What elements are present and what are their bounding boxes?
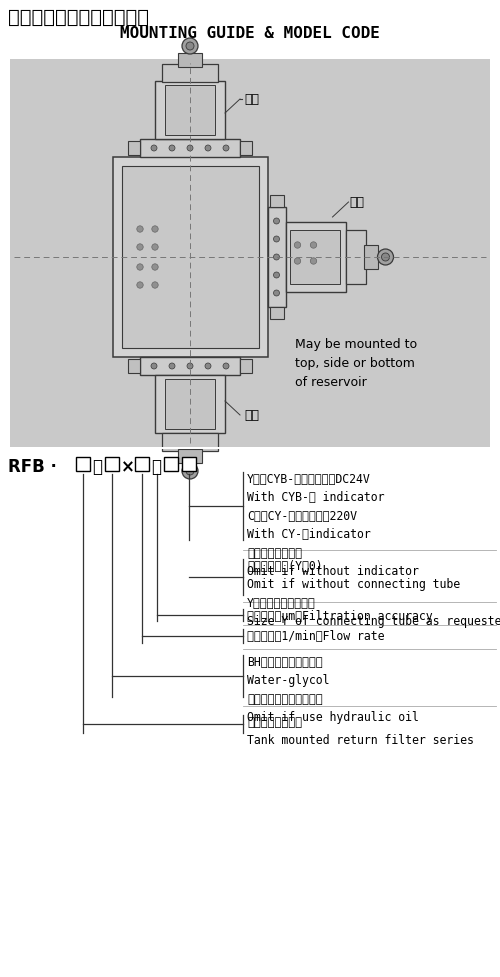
- Circle shape: [310, 242, 316, 249]
- Bar: [135, 457, 149, 472]
- Bar: [164, 457, 178, 472]
- Text: MOUNTING GUIDE & MODEL CODE: MOUNTING GUIDE & MODEL CODE: [120, 26, 380, 41]
- Circle shape: [274, 236, 280, 242]
- Bar: [155, 82, 225, 140]
- Circle shape: [223, 363, 229, 369]
- Text: 省略：无接管(Y为0)
Omit if without connecting tube
Y：用户所需接管尺寸
Size Y of connecting tube: 省略：无接管(Y为0) Omit if without connecting t…: [247, 560, 500, 628]
- Circle shape: [137, 265, 143, 271]
- Circle shape: [294, 242, 300, 249]
- Bar: [10, 60, 490, 447]
- Circle shape: [152, 282, 158, 289]
- Bar: [112, 158, 268, 358]
- Circle shape: [294, 259, 300, 265]
- Circle shape: [137, 282, 143, 289]
- Bar: [240, 360, 252, 373]
- Text: 直回式回油过滤器
Tank mounted return filter series: 直回式回油过滤器 Tank mounted return filter seri…: [247, 715, 474, 746]
- Circle shape: [274, 255, 280, 261]
- Circle shape: [137, 244, 143, 251]
- Circle shape: [182, 463, 198, 480]
- Circle shape: [152, 244, 158, 251]
- Bar: [76, 457, 90, 472]
- Bar: [286, 223, 346, 293]
- Circle shape: [205, 363, 211, 369]
- Circle shape: [137, 227, 143, 233]
- Text: 底部: 底部: [244, 409, 259, 422]
- Circle shape: [205, 146, 211, 151]
- Circle shape: [223, 146, 229, 151]
- Bar: [105, 457, 119, 472]
- Bar: [182, 457, 196, 472]
- Circle shape: [151, 363, 157, 369]
- Text: －: －: [92, 457, 102, 476]
- Text: 上部: 上部: [244, 94, 259, 106]
- Circle shape: [187, 363, 193, 369]
- Circle shape: [169, 363, 175, 369]
- Text: Y：带CYB-Ⅰ型发讯器＜DC24V
With CYB-Ⅰ indicator
C：带CY-Ⅱ型发讯器＜220V
With CY-Ⅱindicator
省略：不: Y：带CYB-Ⅰ型发讯器＜DC24V With CYB-Ⅰ indicator …: [247, 473, 419, 578]
- Text: 侧部: 侧部: [350, 196, 364, 209]
- Bar: [178, 54, 202, 68]
- Bar: [240, 142, 252, 156]
- Circle shape: [182, 39, 198, 55]
- Text: May be mounted to
top, side or bottom
of reservoir: May be mounted to top, side or bottom of…: [295, 338, 417, 389]
- Circle shape: [378, 250, 394, 266]
- Bar: [155, 375, 225, 434]
- Text: 过滤精度（μm）Filtration accuracy: 过滤精度（μm）Filtration accuracy: [247, 610, 432, 622]
- Bar: [140, 358, 240, 375]
- Circle shape: [152, 227, 158, 233]
- Bar: [364, 246, 378, 270]
- Circle shape: [186, 468, 194, 476]
- Text: （三）安装简图及型号说明: （三）安装简图及型号说明: [8, 8, 149, 27]
- Text: －: －: [151, 457, 161, 476]
- Bar: [140, 140, 240, 158]
- Text: 公称流量（1/min）Flow rate: 公称流量（1/min）Flow rate: [247, 629, 384, 642]
- Bar: [162, 434, 218, 451]
- Circle shape: [274, 291, 280, 297]
- Circle shape: [152, 265, 158, 271]
- Bar: [270, 195, 283, 208]
- Circle shape: [310, 259, 316, 265]
- Circle shape: [186, 43, 194, 51]
- Circle shape: [169, 146, 175, 151]
- Text: RFB ·: RFB ·: [8, 457, 62, 476]
- Bar: [128, 142, 140, 156]
- Circle shape: [382, 254, 390, 262]
- Bar: [0, 447, 500, 449]
- Bar: [346, 231, 366, 284]
- Bar: [162, 64, 218, 83]
- Bar: [290, 231, 340, 284]
- Text: BH：介质为水一乙二醇
Water-glycol
省略：介质为一般液压油
Omit if use hydraulic oil: BH：介质为水一乙二醇 Water-glycol 省略：介质为一般液压油 Omi…: [247, 656, 419, 724]
- Circle shape: [187, 146, 193, 151]
- Bar: [268, 208, 285, 308]
- Circle shape: [274, 273, 280, 278]
- Bar: [122, 167, 258, 349]
- Circle shape: [151, 146, 157, 151]
- Bar: [165, 86, 215, 136]
- Bar: [178, 449, 202, 463]
- Text: ×: ×: [121, 457, 135, 476]
- Circle shape: [274, 219, 280, 225]
- Bar: [270, 308, 283, 319]
- Bar: [165, 380, 215, 430]
- Bar: [128, 360, 140, 373]
